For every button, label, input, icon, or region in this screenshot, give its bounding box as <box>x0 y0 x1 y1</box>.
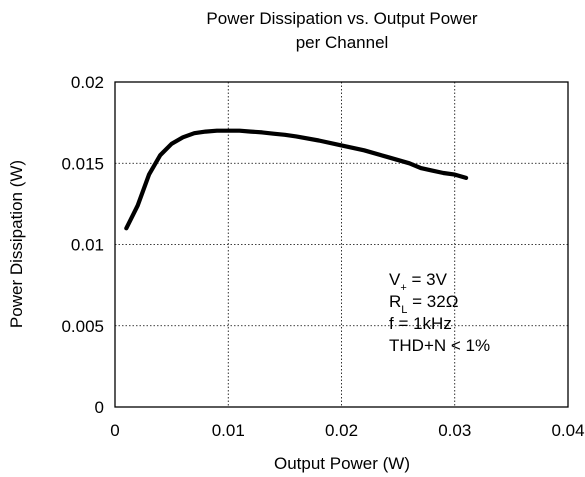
annotation-line: RL = 32Ω <box>389 292 458 316</box>
y-tick-label: 0.015 <box>61 154 104 173</box>
series-group <box>124 128 469 231</box>
chart-title: Power Dissipation vs. Output Power <box>206 9 478 28</box>
grid <box>115 82 568 407</box>
x-axis-label: Output Power (W) <box>274 454 410 473</box>
x-tick-label: 0.02 <box>325 421 358 440</box>
x-tick-label: 0.03 <box>438 421 471 440</box>
annotation-line: f = 1kHz <box>389 314 452 333</box>
y-tick-label: 0.02 <box>71 73 104 92</box>
chart-subtitle: per Channel <box>296 33 389 52</box>
y-axis-label: Power Dissipation (W) <box>7 160 26 328</box>
x-tick-label: 0.01 <box>212 421 245 440</box>
y-tick-label: 0 <box>95 398 104 417</box>
series-line <box>124 128 469 231</box>
x-tick-label: 0.04 <box>551 421 584 440</box>
x-tick-labels: 0 0.01 0.02 0.03 0.04 <box>110 421 584 440</box>
plot-frame <box>114 81 569 408</box>
x-tick-label: 0 <box>110 421 119 440</box>
y-tick-label: 0.01 <box>71 236 104 255</box>
y-tick-labels: 0 0.005 0.01 0.015 0.02 <box>61 73 104 417</box>
annotation-line: V+ = 3V <box>389 270 448 294</box>
y-tick-label: 0.005 <box>61 317 104 336</box>
annotation-line: THD+N < 1% <box>389 336 490 355</box>
